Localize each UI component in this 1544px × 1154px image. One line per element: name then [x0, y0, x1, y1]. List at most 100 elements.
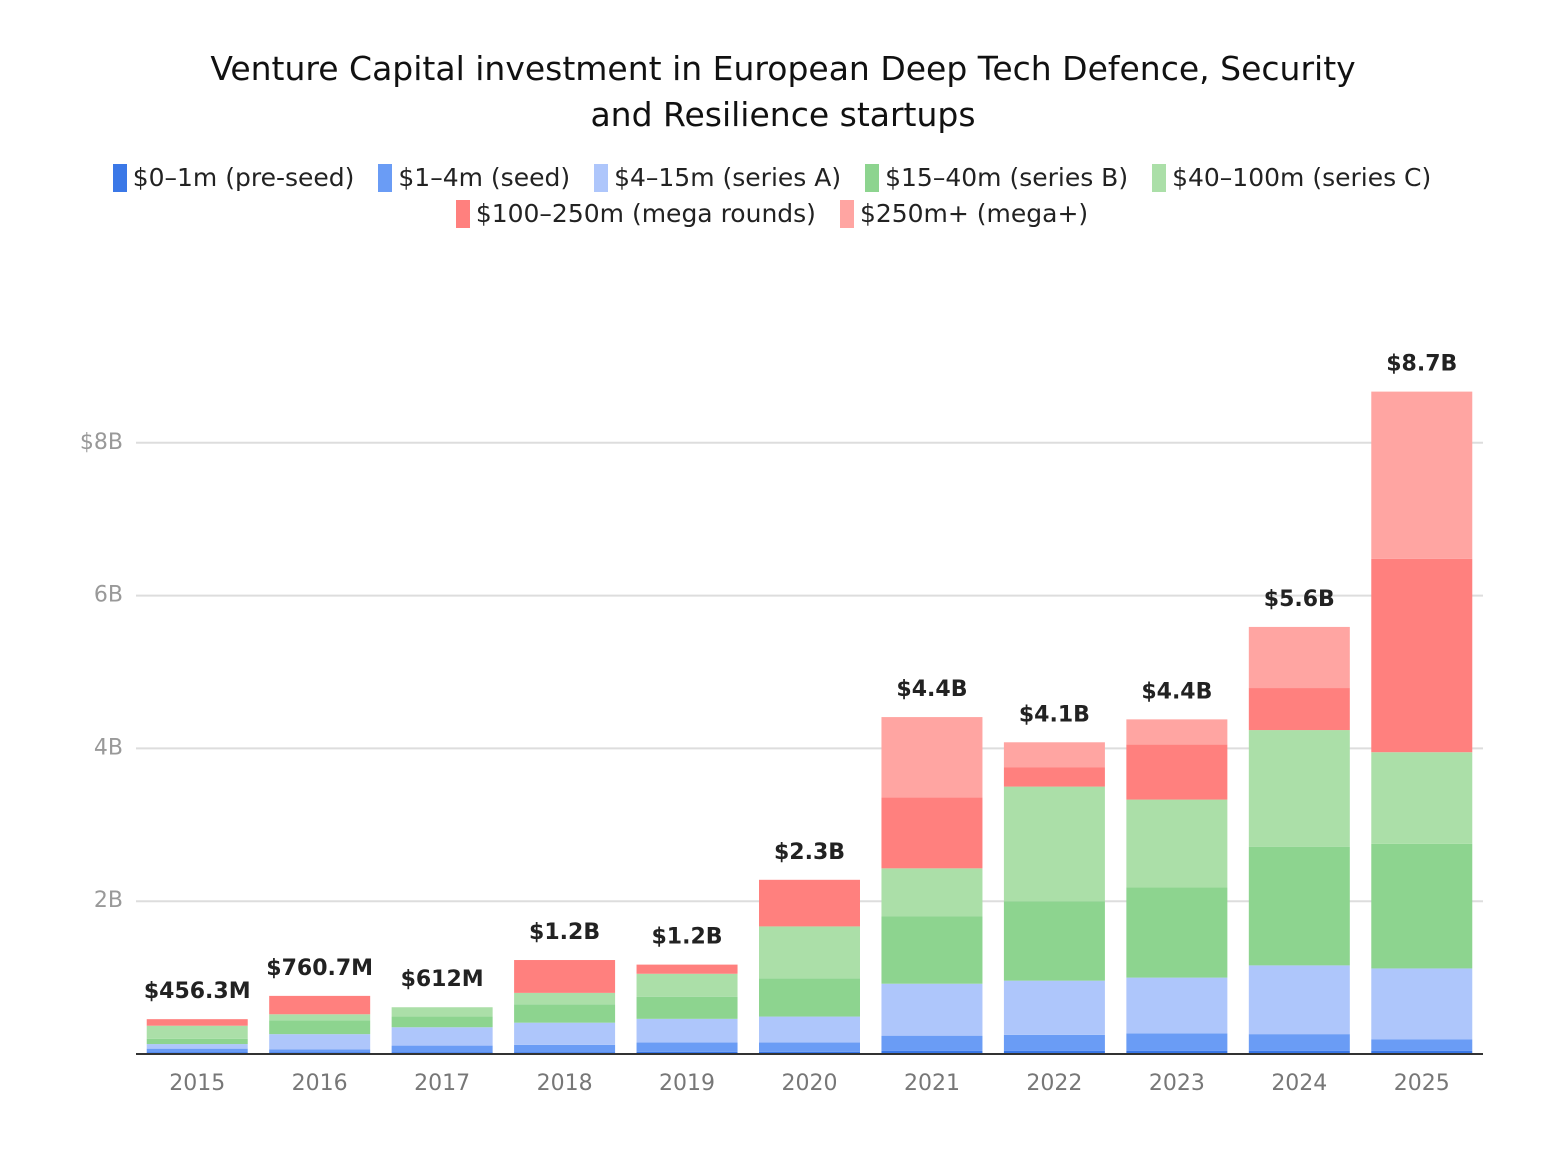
legend-swatch: [1152, 164, 1167, 192]
total-label: $760.7M: [266, 956, 373, 981]
bar-segment: [1371, 1039, 1473, 1051]
bar-segment: [391, 1007, 493, 1017]
legend-label: $250m+ (mega+): [859, 199, 1089, 228]
bar-segment: [269, 1014, 371, 1021]
total-label: $1.2B: [652, 925, 723, 950]
y-tick-label: 6B: [94, 583, 123, 608]
y-tick-label: 2B: [94, 888, 123, 913]
x-tick-label: 2017: [414, 1071, 470, 1096]
legend-swatch: [112, 164, 127, 192]
bar-segment: [146, 1048, 248, 1053]
total-label: $8.7B: [1386, 352, 1457, 377]
bar-segment: [1126, 1033, 1228, 1051]
bar-segment: [881, 1050, 983, 1054]
bar-segment: [1003, 786, 1105, 902]
bar-segment: [391, 1045, 493, 1053]
bar-segment: [1003, 1034, 1105, 1051]
legend-swatch: [455, 200, 470, 228]
bar-segment: [1003, 767, 1105, 787]
bar-segment: [636, 996, 738, 1019]
bar-segment: [759, 1042, 860, 1052]
legend-item: $100–250m (mega rounds): [455, 196, 816, 232]
x-tick-label: 2016: [292, 1071, 348, 1096]
total-label: $456.3M: [144, 979, 251, 1004]
bar-segment: [636, 1042, 738, 1052]
legend-item: $4–15m (series A): [594, 160, 841, 196]
bar-segment: [1003, 901, 1105, 981]
bar-segment: [759, 1016, 860, 1043]
legend-swatch: [594, 164, 609, 192]
total-label: $2.3B: [774, 840, 845, 865]
bar-segment: [1126, 799, 1228, 888]
bar-segment: [1248, 626, 1350, 689]
x-tick-label: 2024: [1271, 1071, 1327, 1096]
legend-label: $15–40m (series B): [885, 163, 1129, 192]
bar-segment: [1003, 1050, 1105, 1054]
legend-item: $15–40m (series B): [865, 160, 1128, 196]
total-label: $4.4B: [896, 677, 967, 702]
bar-segment: [881, 717, 983, 798]
bar-segment: [391, 1027, 493, 1046]
legend-label: $100–250m (mega rounds): [475, 199, 816, 228]
bar-segment: [1371, 391, 1473, 559]
x-tick-label: 2025: [1394, 1071, 1450, 1096]
total-label: $4.4B: [1141, 679, 1212, 704]
bar-segment: [1371, 843, 1473, 969]
bar-segment: [759, 978, 860, 1017]
legend-item: $250m+ (mega+): [839, 196, 1089, 232]
legend-label: $40–100m (series C): [1172, 163, 1432, 192]
legend: $0–1m (pre-seed) $1–4m (seed) $4–15m (seri…: [100, 160, 1444, 232]
bar-segment: [1126, 719, 1228, 745]
legend-item: $0–1m (pre-seed): [112, 160, 354, 196]
bar-segment: [636, 1051, 738, 1054]
bar-segment: [759, 926, 860, 979]
x-tick-label: 2018: [537, 1071, 593, 1096]
bar-segment: [514, 992, 616, 1005]
bar-segment: [1126, 977, 1228, 1034]
bar-segment: [1248, 965, 1350, 1035]
bar-segment: [759, 879, 860, 927]
x-tick-label: 2021: [904, 1071, 960, 1096]
y-tick-label: 4B: [94, 735, 123, 760]
legend-item: $40–100m (series C): [1152, 160, 1431, 196]
bar-segment: [1248, 1050, 1350, 1054]
bar-segment: [269, 1020, 371, 1035]
bar-segment: [1126, 887, 1228, 978]
x-tick-label: 2015: [169, 1071, 225, 1096]
bar-segment: [514, 960, 616, 993]
bar-segment: [881, 868, 983, 917]
legend-item: $1–4m (seed): [378, 160, 570, 196]
bar-segment: [759, 1051, 860, 1054]
bar-segment: [636, 973, 738, 997]
bar-segment: [391, 1016, 493, 1028]
bar-segment: [146, 1019, 248, 1026]
bar-segment: [1003, 742, 1105, 768]
y-tick-label: $8B: [80, 430, 123, 455]
bar-segment: [1003, 980, 1105, 1035]
legend-swatch: [865, 164, 880, 192]
bar-segment: [1126, 744, 1228, 800]
total-label: $1.2B: [529, 920, 600, 945]
bar-segment: [514, 1044, 616, 1053]
bar-segment: [269, 1034, 371, 1050]
total-label: $4.1B: [1019, 702, 1090, 727]
legend-label: $1–4m (seed): [398, 163, 571, 192]
bar-segment: [881, 1035, 983, 1051]
bar-segment: [881, 797, 983, 869]
bar-segment: [269, 995, 371, 1015]
bar-segment: [514, 1004, 616, 1023]
bar-segment: [1371, 752, 1473, 844]
bar-segment: [146, 1038, 248, 1045]
x-tick-label: 2023: [1149, 1071, 1205, 1096]
legend-label: $4–15m (series A): [614, 163, 842, 192]
bar-segment: [881, 983, 983, 1036]
bar-segment: [1248, 688, 1350, 731]
bar-segment: [146, 1025, 248, 1039]
chart-title: Venture Capital investment in European D…: [210, 49, 1356, 134]
x-tick-label: 2022: [1026, 1071, 1082, 1096]
bar-segment: [1371, 1050, 1473, 1054]
bar-segment: [1371, 968, 1473, 1040]
bar-segment: [1371, 558, 1473, 753]
bar-segment: [146, 1044, 248, 1049]
